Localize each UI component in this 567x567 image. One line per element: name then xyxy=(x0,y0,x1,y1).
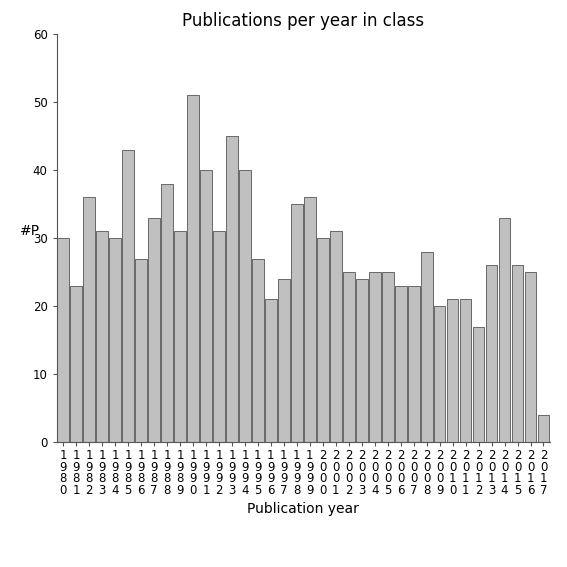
Bar xyxy=(148,218,160,442)
Bar xyxy=(57,238,69,442)
Bar xyxy=(408,286,420,442)
Bar xyxy=(109,238,121,442)
Bar xyxy=(421,252,433,442)
Bar xyxy=(382,272,393,442)
X-axis label: Publication year: Publication year xyxy=(247,502,359,517)
Bar xyxy=(330,231,342,442)
Bar xyxy=(200,170,212,442)
Bar xyxy=(265,299,277,442)
Bar xyxy=(447,299,459,442)
Bar xyxy=(187,95,199,442)
Bar xyxy=(278,279,290,442)
Bar xyxy=(395,286,407,442)
Bar xyxy=(473,327,484,442)
Bar xyxy=(356,279,367,442)
Bar xyxy=(136,259,147,442)
Y-axis label: #P: #P xyxy=(20,224,40,238)
Bar xyxy=(96,231,108,442)
Bar xyxy=(291,204,303,442)
Bar xyxy=(499,218,510,442)
Bar xyxy=(213,231,225,442)
Bar xyxy=(538,415,549,442)
Bar xyxy=(239,170,251,442)
Bar xyxy=(174,231,186,442)
Bar xyxy=(511,265,523,442)
Bar xyxy=(304,197,316,442)
Bar xyxy=(122,150,134,442)
Bar xyxy=(161,184,173,442)
Bar xyxy=(70,286,82,442)
Bar xyxy=(434,306,446,442)
Bar xyxy=(83,197,95,442)
Bar xyxy=(460,299,471,442)
Bar xyxy=(369,272,380,442)
Bar xyxy=(252,259,264,442)
Bar xyxy=(343,272,354,442)
Bar xyxy=(317,238,329,442)
Bar xyxy=(486,265,497,442)
Bar xyxy=(226,136,238,442)
Bar xyxy=(524,272,536,442)
Title: Publications per year in class: Publications per year in class xyxy=(182,12,425,29)
